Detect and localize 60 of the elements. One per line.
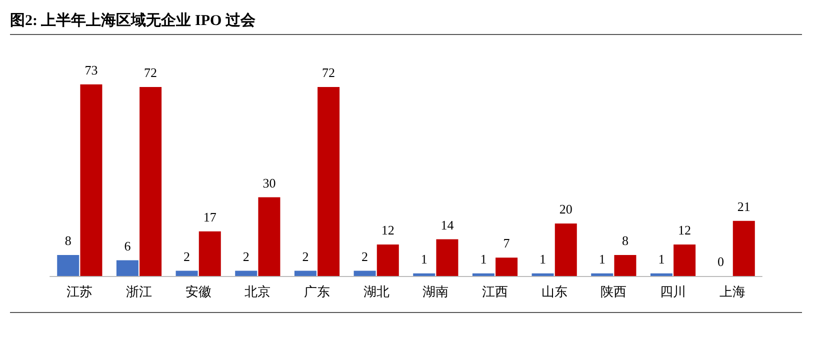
x-tick-label: 江苏 [66,285,93,300]
data-label: 8 [622,233,628,248]
bar [294,270,316,276]
bar [496,258,518,276]
x-tick-label: 山东 [541,285,568,300]
data-label: 1 [480,251,487,266]
bar [140,87,162,276]
bar [732,220,755,276]
data-label: 12 [678,222,692,238]
bar [235,270,258,276]
x-tick-label: 北京 [244,285,271,300]
data-label: 2 [362,248,368,264]
data-label: 1 [658,251,665,266]
data-label: 1 [598,251,606,266]
bar [436,239,458,276]
x-tick-label: 上海 [719,285,746,300]
bar [354,270,376,276]
data-label: 2 [184,248,190,264]
x-tick-label: 安徽 [185,284,212,300]
x-tick-label: 广东 [304,285,330,300]
data-label: 0 [718,254,724,269]
data-label: 14 [440,217,454,232]
chart-title: 图2: 上半年上海区域无企业 IPO 过会 [10,10,802,35]
x-tick-label: 江西 [482,285,508,300]
data-label: 17 [203,209,217,224]
bar [116,260,138,276]
data-label: 73 [84,62,98,78]
bar [198,231,221,276]
x-tick-label: 湖北 [363,285,390,300]
data-label: 20 [559,202,572,216]
bar [413,273,436,276]
data-label: 30 [262,175,276,190]
bar [532,273,554,276]
bar [376,244,399,276]
x-tick-label: 浙江 [126,285,152,300]
bar [650,273,672,276]
data-label: 1 [420,251,428,266]
data-label: 1 [540,251,546,266]
bar [176,270,198,276]
bar [614,255,636,276]
bar [80,84,102,276]
bar [591,273,614,276]
bar [57,255,80,276]
bar [258,197,280,276]
data-label: 6 [124,238,132,254]
x-tick-label: 陕西 [600,285,627,300]
data-label: 72 [144,65,158,80]
x-tick-label: 四川 [660,285,686,300]
x-tick-label: 湖南 [422,285,449,300]
data-label: 2 [242,248,250,264]
data-label: 2 [302,248,309,264]
bar [318,87,340,276]
data-label: 7 [503,236,510,251]
bar [554,224,577,276]
data-label: 12 [381,222,394,238]
data-label: 8 [64,233,72,248]
bar [472,273,494,276]
data-label: 21 [737,198,750,214]
bar [674,244,696,276]
data-label: 72 [322,65,336,80]
